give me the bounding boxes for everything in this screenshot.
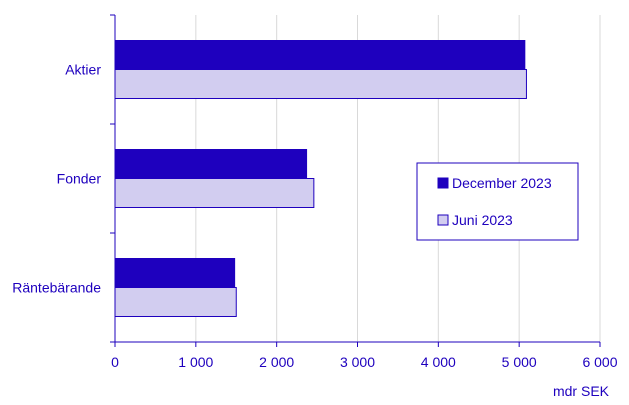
x-tick-label: 3 000: [340, 354, 375, 370]
legend: December 2023 Juni 2023: [416, 162, 579, 241]
legend-swatch: [437, 177, 449, 189]
x-tick-label: 5 000: [502, 354, 537, 370]
bar-räntebärande-1: [114, 287, 237, 317]
x-tick-label: 1 000: [178, 354, 213, 370]
bar-fonder-0: [114, 149, 308, 179]
category-label: Aktier: [65, 62, 101, 78]
x-tick-label: 4 000: [421, 354, 456, 370]
bar-fonder-1: [114, 178, 315, 208]
bars: [114, 40, 527, 317]
bar-räntebärande-0: [114, 258, 236, 288]
legend-swatch: [437, 214, 449, 226]
tick-labels: 0 1 000 2 000 3 000 4 000 5 000 6 000: [111, 354, 618, 370]
bar-aktier-0: [114, 40, 526, 70]
x-axis-label: mdr SEK: [553, 383, 610, 399]
axes: [110, 14, 601, 347]
legend-box: [416, 162, 579, 241]
category-label: Fonder: [57, 171, 102, 187]
x-tick-label: 2 000: [259, 354, 294, 370]
category-labels: Aktier Fonder Räntebärande: [12, 62, 101, 296]
x-tick-label: 0: [111, 354, 119, 370]
legend-label: Juni 2023: [452, 212, 513, 228]
legend-label: December 2023: [452, 175, 552, 191]
bar-aktier-1: [114, 69, 527, 99]
x-tick-label: 6 000: [582, 354, 617, 370]
category-label: Räntebärande: [12, 280, 101, 296]
